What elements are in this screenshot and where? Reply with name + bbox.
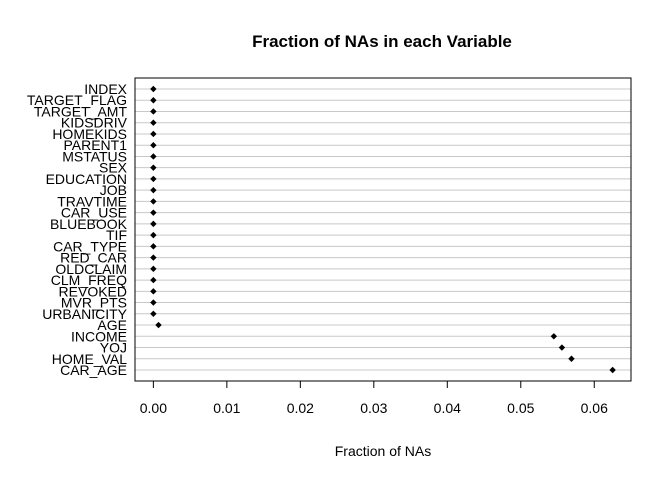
- x-tick-label: 0.03: [360, 400, 387, 416]
- x-tick-label: 0.01: [213, 400, 240, 416]
- category-label: SEX: [99, 160, 128, 176]
- x-tick-label: 0.04: [434, 400, 461, 416]
- data-point: [558, 344, 566, 351]
- data-point: [150, 108, 157, 115]
- category-label: HOMEKIDS: [52, 126, 127, 142]
- data-point: [568, 355, 575, 362]
- data-point: [550, 333, 558, 340]
- data-point: [150, 153, 157, 160]
- data-point: [150, 164, 157, 171]
- data-point: [150, 254, 157, 261]
- category-label: MVR_PTS: [61, 295, 127, 311]
- data-point: [150, 299, 157, 306]
- data-point: [150, 310, 157, 317]
- category-label: URBANICITY: [42, 306, 127, 322]
- category-label: EDUCATION: [46, 171, 127, 187]
- category-label: TARGET_AMT: [34, 103, 128, 119]
- data-points: [150, 85, 616, 374]
- chart-title: Fraction of NAs in each Variable: [252, 32, 512, 51]
- x-tick-label: 0.00: [140, 400, 167, 416]
- data-point: [150, 288, 157, 295]
- category-label: TARGET_FLAG: [27, 92, 127, 108]
- category-label: HOME_VAL: [52, 351, 127, 367]
- data-point: [150, 198, 157, 205]
- x-tick-label: 0.02: [287, 400, 314, 416]
- category-label: CLM_FREQ: [51, 272, 127, 288]
- category-label: MSTATUS: [62, 148, 127, 164]
- x-axis-label: Fraction of NAs: [335, 443, 431, 459]
- data-point: [150, 119, 157, 126]
- x-axis: 0.00 0.01 0.02 0.03 0.04 0.05 0.06: [140, 380, 608, 416]
- category-labels: INDEXTARGET_FLAGTARGET_AMTKIDSDRIVHOMEKI…: [27, 81, 128, 378]
- data-point: [150, 209, 157, 216]
- category-label: AGE: [97, 317, 127, 333]
- category-label: CAR_TYPE: [53, 238, 127, 254]
- data-point: [150, 186, 157, 194]
- data-point: [150, 276, 157, 284]
- data-point: [150, 97, 157, 104]
- category-label: RED_CAR: [60, 250, 127, 266]
- category-label: INDEX: [84, 81, 127, 97]
- category-label: TRAVTIME: [57, 193, 127, 209]
- data-point: [150, 265, 157, 273]
- data-point: [150, 142, 157, 149]
- data-point: [155, 321, 162, 329]
- data-point: [150, 220, 157, 228]
- data-point: [150, 231, 157, 239]
- category-label: OLDCLAIM: [55, 261, 127, 277]
- category-label: CAR_AGE: [60, 362, 127, 378]
- category-label: REVOKED: [59, 283, 127, 299]
- category-label: BLUEBOOK: [50, 216, 128, 232]
- data-point: [609, 366, 616, 374]
- x-tick-label: 0.05: [507, 400, 534, 416]
- category-label: INCOME: [71, 328, 127, 344]
- category-label: PARENT1: [63, 137, 127, 153]
- data-point: [150, 243, 157, 250]
- x-tick-label: 0.06: [581, 400, 608, 416]
- category-label: JOB: [100, 182, 127, 198]
- category-label: YOJ: [100, 340, 127, 356]
- category-label: KIDSDRIV: [61, 115, 128, 131]
- category-label: TIF: [106, 227, 127, 243]
- plot-frame: [134, 77, 632, 382]
- data-point: [150, 175, 157, 183]
- grid-lines: [135, 88, 631, 371]
- data-point: [150, 130, 157, 138]
- category-label: CAR_USE: [61, 205, 127, 221]
- data-point: [150, 85, 157, 93]
